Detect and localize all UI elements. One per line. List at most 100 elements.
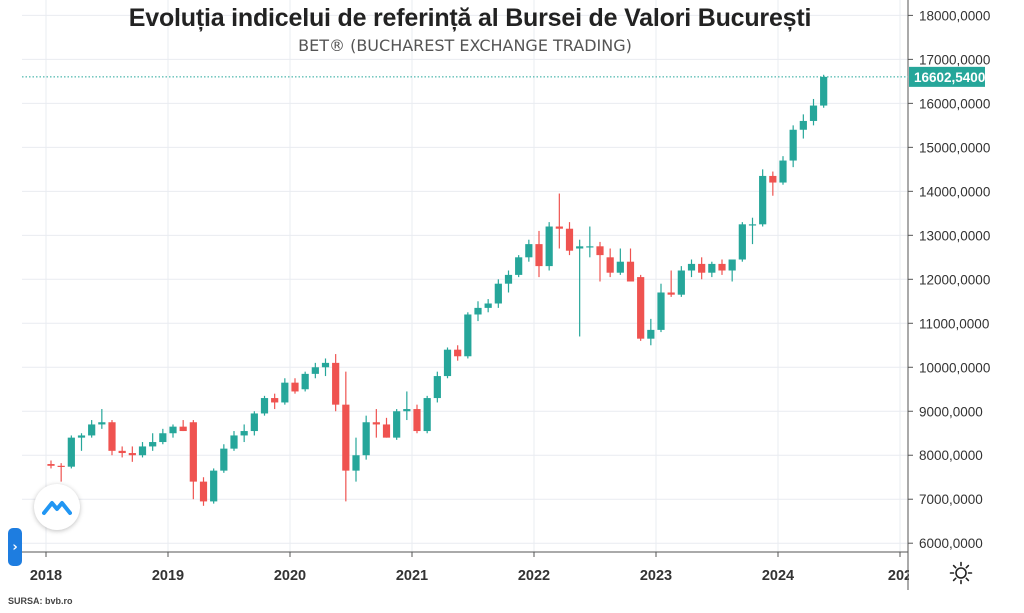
candle-body (789, 129, 797, 161)
candle-body (748, 224, 757, 226)
candle-body (606, 257, 614, 273)
candle-body (67, 437, 75, 467)
candle-body (128, 453, 136, 456)
y-tick-label: 15000,0000 (919, 140, 990, 155)
candle-body (118, 450, 126, 454)
candle-body (332, 362, 340, 405)
candle-body (779, 160, 787, 183)
x-tick-label: 2024 (762, 568, 794, 584)
candle-body (138, 446, 147, 456)
grid-lines (22, 0, 908, 552)
candle-body (189, 422, 197, 482)
candle-body (149, 442, 157, 447)
candle-body (586, 246, 594, 248)
candle-body (464, 314, 472, 357)
candle-body (220, 448, 228, 471)
candle-body (362, 422, 370, 456)
x-tick-label: 2021 (396, 568, 428, 584)
x-tick-label: 2022 (518, 568, 550, 584)
candle-body (759, 175, 767, 225)
candle-body (108, 422, 116, 451)
x-tick-label: 202 (888, 568, 912, 584)
y-tick-label: 11000,0000 (919, 316, 989, 331)
candle-body (555, 226, 563, 229)
source-note: SURSA: bvb.ro (8, 596, 73, 606)
y-tick-label: 14000,0000 (919, 184, 990, 199)
candle-body (525, 244, 533, 258)
candle-body (382, 424, 391, 438)
candle-body (647, 329, 655, 339)
candle-body (301, 373, 309, 390)
candle-body (515, 257, 523, 275)
candle-body (199, 481, 208, 502)
candle-body (179, 426, 187, 432)
candle-body (47, 464, 55, 466)
candle-body (98, 422, 106, 425)
candle-body (342, 404, 350, 471)
candle-body (77, 435, 86, 438)
candle-body (809, 105, 818, 121)
candle-body (565, 228, 574, 251)
y-tick-label: 8000,0000 (919, 448, 983, 463)
y-tick-label: 17000,0000 (919, 52, 990, 67)
candle-body (240, 431, 248, 436)
candle-body (474, 307, 482, 315)
chart-title: Evoluția indicelui de referință al Burse… (128, 4, 812, 32)
candle-body (637, 277, 645, 339)
y-tick-label: 18000,0000 (919, 8, 990, 23)
candle-body (708, 263, 716, 273)
candle-body (372, 422, 380, 425)
candle-body (504, 274, 513, 284)
candle-body (626, 261, 635, 282)
candle-body (443, 349, 452, 377)
tradingview-wave-icon[interactable] (34, 484, 80, 530)
candle-body (403, 409, 411, 412)
y-tick-label: 6000,0000 (919, 536, 983, 551)
candle-body (260, 398, 269, 414)
candle-body (271, 398, 279, 403)
y-tick-label: 16000,0000 (919, 96, 990, 111)
x-tick-label: 2018 (30, 568, 62, 584)
candle-body (423, 398, 431, 432)
candle-body (433, 376, 441, 399)
candles (47, 74, 828, 506)
candle-body (545, 226, 553, 267)
candle-body (799, 120, 807, 130)
candle-body (169, 426, 177, 434)
chevron-right-icon[interactable]: › (8, 528, 22, 566)
candle-body (321, 362, 330, 368)
candle-body (352, 455, 360, 471)
candle-body (281, 382, 289, 403)
candle-body (159, 433, 167, 443)
x-tick-label: 2020 (274, 568, 306, 584)
candle-body (454, 349, 462, 357)
candle-body (657, 292, 665, 330)
y-tick-label: 12000,0000 (919, 272, 990, 287)
candle-body (311, 367, 319, 374)
sun-settings-icon[interactable] (948, 560, 974, 586)
candle-body (230, 435, 238, 449)
x-tick-label: 2019 (152, 568, 184, 584)
candle-body (393, 411, 401, 438)
y-tick-label: 13000,0000 (919, 228, 990, 243)
chart-subtitle: BET® (BUCHAREST EXCHANGE TRADING) (298, 36, 632, 55)
candle-body (738, 224, 746, 260)
candle-body (687, 263, 696, 271)
y-tick-label: 7000,0000 (919, 492, 983, 507)
candle-body (484, 303, 492, 308)
candle-body (596, 246, 604, 256)
last-price-tag (909, 66, 985, 87)
candle-body (535, 244, 543, 267)
candle-body (494, 283, 502, 304)
candle-body (677, 270, 685, 295)
y-tick-label: 9000,0000 (919, 404, 983, 419)
candle-body (718, 263, 726, 271)
candle-body (413, 409, 421, 432)
candle-body (576, 246, 584, 249)
last-price-label: 16602,5400 (914, 70, 985, 85)
candle-body (88, 424, 96, 436)
candle-body (291, 382, 299, 392)
candle-body (698, 263, 706, 273)
